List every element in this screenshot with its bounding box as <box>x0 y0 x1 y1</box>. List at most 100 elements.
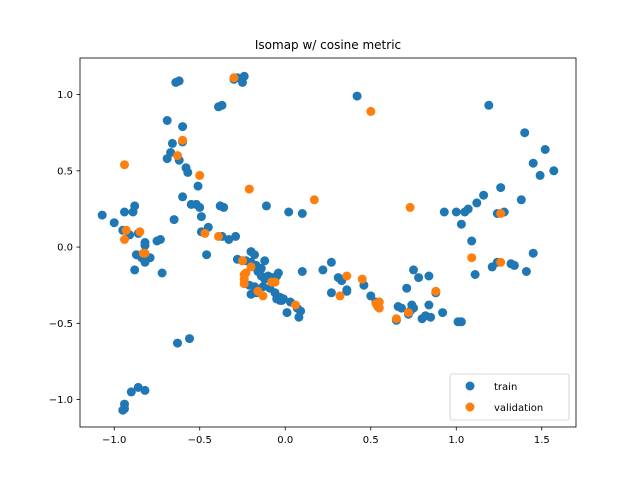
train-point-135 <box>520 128 530 138</box>
legend-box <box>449 373 570 421</box>
legend: train validation <box>449 373 570 421</box>
train-point-112 <box>424 271 434 281</box>
validation-point-11 <box>229 73 239 83</box>
train-point-79 <box>294 312 304 322</box>
train-point-124 <box>472 198 482 208</box>
legend-label-train: train <box>494 382 517 393</box>
train-point-81 <box>275 295 285 305</box>
train-point-119 <box>456 219 466 229</box>
train-point-147 <box>118 405 128 415</box>
validation-point-37 <box>467 253 477 263</box>
train-point-123 <box>470 270 480 279</box>
train-point-29 <box>183 167 193 177</box>
validation-point-13 <box>238 256 247 266</box>
train-point-4 <box>130 201 140 211</box>
train-point-134 <box>516 195 526 205</box>
legend-label-validation: validation <box>494 403 543 414</box>
validation-point-1 <box>121 225 131 235</box>
train-point-89 <box>326 288 336 298</box>
validation-point-8 <box>195 170 205 180</box>
train-point-144 <box>140 385 150 395</box>
train-point-107 <box>414 273 424 283</box>
train-point-18 <box>169 215 179 225</box>
train-point-17 <box>157 268 167 278</box>
validation-point-2 <box>120 235 129 244</box>
train-point-125 <box>479 190 489 200</box>
train-point-86 <box>273 268 283 278</box>
validation-point-27 <box>357 274 367 284</box>
validation-point-24 <box>309 195 319 205</box>
train-point-148 <box>173 338 182 348</box>
train-point-14 <box>130 265 140 275</box>
x-tick-label-2: 0.0 <box>277 435 293 446</box>
train-point-93 <box>342 285 352 295</box>
train-point-21 <box>162 116 172 125</box>
validation-point-3 <box>135 227 145 237</box>
train-point-49 <box>239 71 249 81</box>
x-tick-label-3: 0.5 <box>363 435 379 446</box>
validation-point-18 <box>246 262 256 272</box>
legend-marker-train <box>465 381 475 391</box>
train-point-136 <box>521 267 531 276</box>
train-point-142 <box>126 387 136 397</box>
validation-point-9 <box>200 228 210 238</box>
validation-point-38 <box>496 257 506 267</box>
train-point-20 <box>162 154 172 164</box>
train-point-1 <box>109 218 119 228</box>
train-point-116 <box>451 207 461 217</box>
validation-point-39 <box>496 209 506 218</box>
train-point-106 <box>409 265 418 275</box>
x-tick-label-5: 1.5 <box>534 435 550 446</box>
train-point-140 <box>540 145 550 154</box>
y-tick-label-0: −1.0 <box>49 395 73 406</box>
train-point-2 <box>120 207 129 217</box>
train-point-149 <box>185 334 194 344</box>
train-point-33 <box>193 181 203 191</box>
train-point-126 <box>484 100 494 110</box>
train-point-115 <box>439 207 449 217</box>
train-point-83 <box>284 207 294 217</box>
validation-point-0 <box>120 160 129 170</box>
train-point-44 <box>224 235 234 244</box>
train-point-121 <box>463 204 473 214</box>
x-tick-label-1: −0.5 <box>188 435 212 446</box>
train-point-25 <box>178 122 188 132</box>
train-point-59 <box>260 256 270 266</box>
train-point-139 <box>535 170 545 180</box>
train-point-16 <box>155 235 165 244</box>
validation-point-20 <box>258 291 268 301</box>
train-point-88 <box>326 257 336 267</box>
plot-frame <box>79 57 577 428</box>
validation-point-17 <box>239 279 249 289</box>
validation-point-26 <box>342 271 352 281</box>
validation-point-6 <box>173 151 182 161</box>
train-point-9 <box>140 241 150 250</box>
train-point-114 <box>438 308 448 318</box>
train-point-38 <box>202 250 212 260</box>
validation-point-7 <box>178 135 188 145</box>
validation-point-34 <box>403 308 413 318</box>
train-point-101 <box>402 283 412 293</box>
train-point-111 <box>426 312 436 322</box>
train-point-137 <box>528 158 538 168</box>
validation-point-35 <box>405 202 415 212</box>
train-point-45 <box>231 231 241 241</box>
train-point-35 <box>196 212 206 222</box>
train-point-55 <box>250 250 259 260</box>
train-point-100 <box>397 303 406 313</box>
train-point-87 <box>318 265 328 275</box>
y-tick-label-3: 0.5 <box>57 166 73 177</box>
y-tick-label-1: −0.5 <box>49 319 73 330</box>
train-point-133 <box>509 260 519 270</box>
train-point-110 <box>424 300 434 310</box>
chart-title: Isomap w/ cosine metric <box>255 38 401 52</box>
train-point-96 <box>366 291 376 301</box>
validation-point-5 <box>140 248 150 258</box>
train-point-94 <box>352 91 362 101</box>
train-point-84 <box>297 209 307 218</box>
train-point-130 <box>496 183 506 193</box>
x-tick-label-4: 1.0 <box>448 435 464 446</box>
train-point-34 <box>195 202 205 212</box>
train-point-82 <box>261 201 271 211</box>
